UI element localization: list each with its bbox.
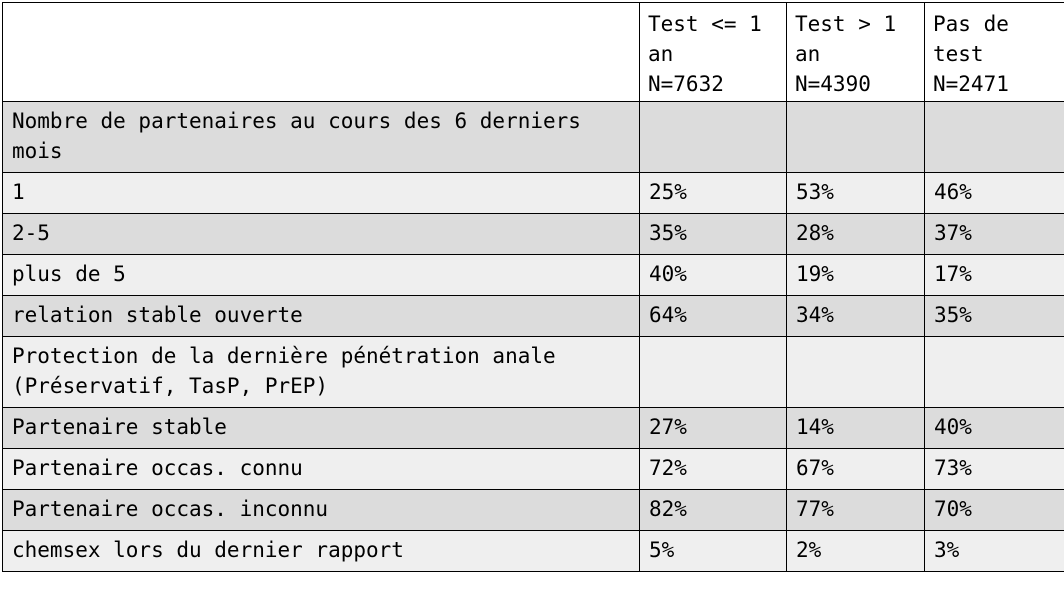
header-cell-pas-de-test: Pas de test N=2471: [924, 2, 1064, 102]
cell-value: [786, 101, 925, 173]
table-row: Nombre de partenaires au cours des 6 der…: [2, 101, 1064, 173]
cell-value: [786, 336, 925, 408]
table-row: 2-5 35% 28% 37%: [2, 213, 1064, 255]
table-row: 1 25% 53% 46%: [2, 172, 1064, 214]
row-label: Protection de la dernière pénétration an…: [2, 336, 640, 408]
cell-value: 19%: [786, 254, 925, 296]
cell-value: 5%: [639, 530, 787, 572]
cell-value: 40%: [924, 407, 1064, 449]
cell-value: 28%: [786, 213, 925, 255]
cell-value: 77%: [786, 489, 925, 531]
cell-value: 64%: [639, 295, 787, 337]
table-row: chemsex lors du dernier rapport 5% 2% 3%: [2, 530, 1064, 572]
row-label: Nombre de partenaires au cours des 6 der…: [2, 101, 640, 173]
table-row: plus de 5 40% 19% 17%: [2, 254, 1064, 296]
cell-value: 34%: [786, 295, 925, 337]
table-row: Partenaire stable 27% 14% 40%: [2, 407, 1064, 449]
cell-value: 82%: [639, 489, 787, 531]
row-label: plus de 5: [2, 254, 640, 296]
cell-value: 67%: [786, 448, 925, 490]
row-label: Partenaire stable: [2, 407, 640, 449]
table-row: Partenaire occas. inconnu 82% 77% 70%: [2, 489, 1064, 531]
cell-value: 40%: [639, 254, 787, 296]
cell-value: [924, 336, 1064, 408]
cell-value: [639, 101, 787, 173]
cell-value: 70%: [924, 489, 1064, 531]
cell-value: 73%: [924, 448, 1064, 490]
table-row: Protection de la dernière pénétration an…: [2, 336, 1064, 408]
cell-value: 3%: [924, 530, 1064, 572]
header-cell-test-gt-1-an: Test > 1 an N=4390: [786, 2, 925, 102]
table-row: Partenaire occas. connu 72% 67% 73%: [2, 448, 1064, 490]
cell-value: 72%: [639, 448, 787, 490]
row-label: Partenaire occas. connu: [2, 448, 640, 490]
header-cell-empty: [2, 2, 640, 102]
table-row: relation stable ouverte 64% 34% 35%: [2, 295, 1064, 337]
cell-value: [639, 336, 787, 408]
cell-value: [924, 101, 1064, 173]
row-label: 1: [2, 172, 640, 214]
cell-value: 35%: [924, 295, 1064, 337]
cell-value: 27%: [639, 407, 787, 449]
data-table: Test <= 1 an N=7632 Test > 1 an N=4390 P…: [2, 2, 1064, 572]
cell-value: 17%: [924, 254, 1064, 296]
row-label: 2-5: [2, 213, 640, 255]
row-label: relation stable ouverte: [2, 295, 640, 337]
cell-value: 35%: [639, 213, 787, 255]
header-row: Test <= 1 an N=7632 Test > 1 an N=4390 P…: [2, 2, 1064, 102]
row-label: chemsex lors du dernier rapport: [2, 530, 640, 572]
cell-value: 14%: [786, 407, 925, 449]
cell-value: 37%: [924, 213, 1064, 255]
cell-value: 25%: [639, 172, 787, 214]
cell-value: 46%: [924, 172, 1064, 214]
header-cell-test-le-1-an: Test <= 1 an N=7632: [639, 2, 787, 102]
row-label: Partenaire occas. inconnu: [2, 489, 640, 531]
cell-value: 53%: [786, 172, 925, 214]
cell-value: 2%: [786, 530, 925, 572]
